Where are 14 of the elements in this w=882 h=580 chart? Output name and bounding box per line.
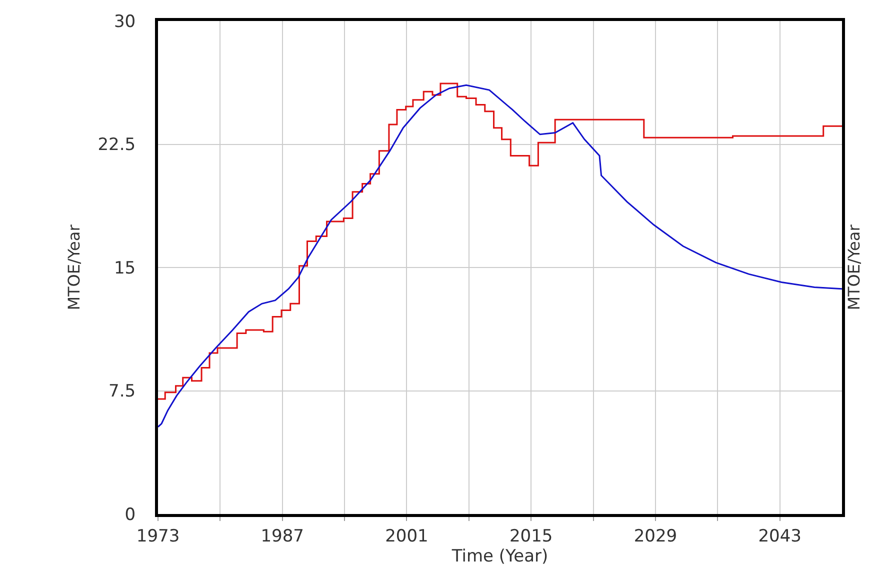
- y-tick-label: 0: [124, 504, 136, 525]
- y-tick-label: 15: [114, 258, 136, 278]
- x-axis-title: Time (Year): [450, 546, 548, 566]
- x-tick-label: 2043: [758, 526, 802, 546]
- y-tick-label: 30: [114, 12, 136, 32]
- x-tick-label: 1973: [136, 526, 180, 546]
- x-tick-label: 2001: [385, 526, 428, 546]
- y-tick-label: 7.5: [108, 382, 136, 402]
- y-axis-title: MTOE/Year: [64, 224, 84, 310]
- y2-axis-title: MTOE/Year: [844, 224, 864, 310]
- x-tick-label: 1987: [260, 526, 304, 546]
- y-tick-label: 22.5: [98, 135, 136, 156]
- x-tick-label: 2029: [634, 526, 678, 546]
- x-tick-label: 2015: [509, 526, 553, 546]
